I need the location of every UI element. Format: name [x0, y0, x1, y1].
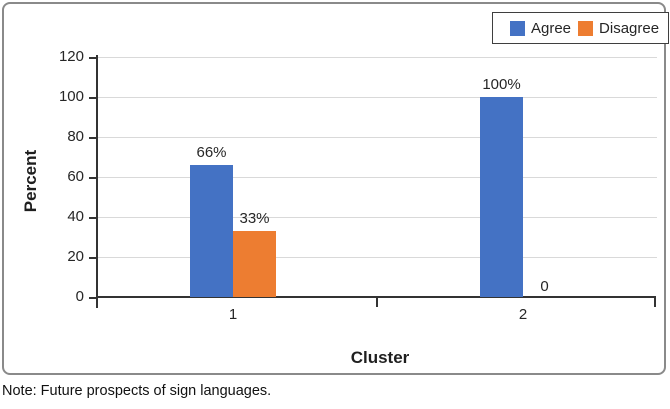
data-label-disagree-cluster-1: 33%	[239, 210, 270, 227]
gridline-40	[97, 216, 657, 218]
gridline-100	[97, 96, 657, 98]
y-tick-label: 120	[58, 48, 84, 65]
legend-item-disagree: Disagree	[578, 19, 660, 37]
x-axis-tick	[376, 297, 378, 307]
data-label-agree-cluster-1: 66%	[196, 144, 227, 161]
agree-swatch-icon	[510, 20, 525, 36]
x-axis-title: Cluster	[350, 348, 410, 367]
bar-agree-cluster-1	[190, 165, 233, 297]
y-tick-label: 60	[67, 168, 84, 185]
gridline-80	[97, 136, 657, 138]
y-tick-label: 100	[58, 88, 84, 105]
figure-note: Note: Future prospects of sign languages…	[2, 383, 272, 399]
y-tick-label: 40	[67, 208, 84, 225]
y-axis-line	[96, 55, 98, 308]
legend-item-agree: Agree	[510, 19, 572, 37]
y-axis-tick	[89, 217, 97, 219]
y-axis-tick	[89, 177, 97, 179]
y-tick-label: 20	[67, 248, 84, 265]
gridline-60	[97, 176, 657, 178]
x-tick-label-2: 2	[518, 306, 528, 323]
y-tick-label: 0	[75, 288, 84, 305]
y-axis-title: Percent	[21, 149, 40, 213]
y-axis-tick	[89, 97, 97, 99]
y-tick-label: 80	[67, 128, 84, 145]
legend-label-disagree: Disagree	[599, 19, 660, 37]
bar-disagree-cluster-1	[233, 231, 276, 297]
y-axis-tick	[89, 297, 97, 299]
y-axis-tick	[89, 137, 97, 139]
data-label-agree-cluster-2: 100%	[482, 76, 521, 93]
data-label-disagree-cluster-2: 0	[540, 278, 549, 295]
x-tick-label-1: 1	[228, 306, 238, 323]
x-axis-end-tick	[654, 297, 656, 307]
y-axis-tick	[89, 257, 97, 259]
chart-area: Agree Disagree Percent Cluster	[2, 2, 669, 375]
legend-label-agree: Agree	[531, 19, 572, 37]
bar-agree-cluster-2	[480, 97, 523, 297]
gridline-20	[97, 256, 657, 258]
gridline-120	[97, 56, 657, 58]
y-axis-tick	[89, 57, 97, 59]
disagree-swatch-icon	[578, 20, 594, 36]
legend: Agree Disagree	[492, 12, 669, 44]
